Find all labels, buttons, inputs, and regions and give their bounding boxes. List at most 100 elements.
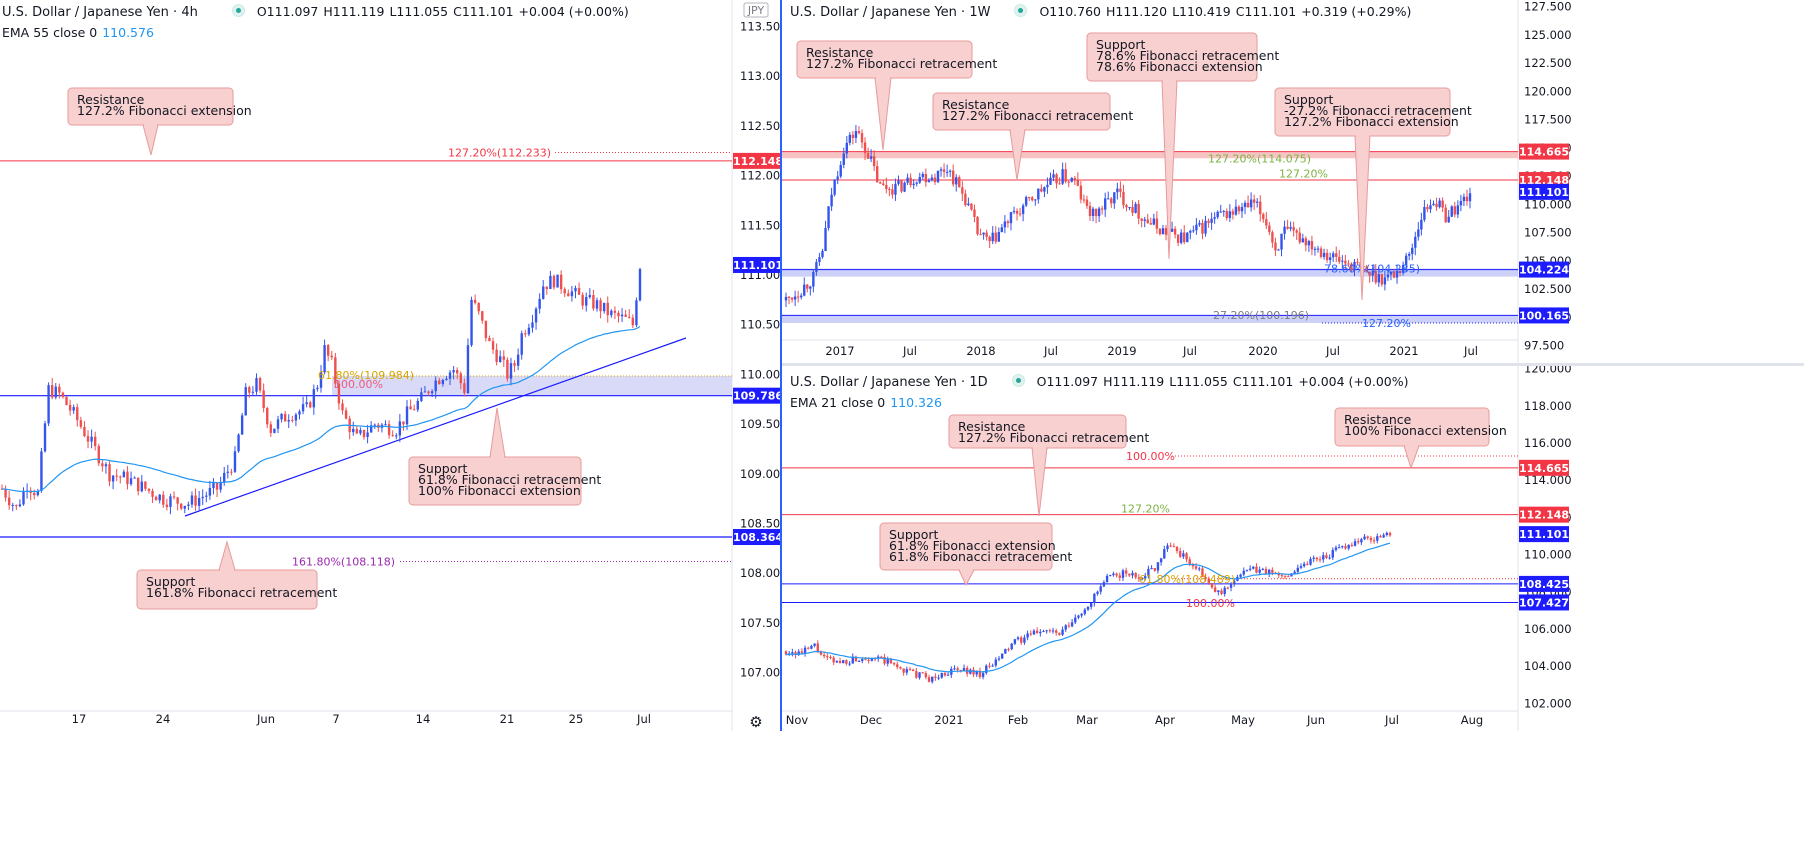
candle [635, 297, 638, 328]
candle [819, 650, 823, 656]
candle [796, 290, 800, 303]
candle [43, 420, 47, 453]
candle [909, 173, 912, 188]
candle [1207, 218, 1210, 228]
symbol-title[interactable]: U.S. Dollar / Japanese Yen · 4h [2, 5, 198, 20]
y-tick-label: 110.000 [1524, 197, 1572, 211]
candle [1110, 197, 1113, 208]
candle [1313, 246, 1317, 256]
candle [337, 380, 341, 410]
candle [326, 344, 330, 362]
candle [1283, 575, 1287, 580]
candle [991, 226, 994, 245]
candle [215, 482, 219, 498]
candle [940, 672, 943, 679]
price-tag-label: 107.427 [1519, 596, 1569, 609]
panel-separator[interactable] [782, 363, 1804, 366]
x-tick-label: Apr [1155, 713, 1175, 727]
candle [1392, 269, 1396, 279]
x-tick-label: 2021 [934, 713, 963, 727]
candle [631, 314, 635, 329]
candle [1240, 203, 1244, 218]
symbol-title[interactable]: U.S. Dollar / Japanese Yen · 1D [790, 375, 988, 390]
candle [1143, 216, 1146, 228]
candle [416, 398, 419, 412]
price-tag-label: 112.148 [1519, 174, 1569, 187]
ema-legend[interactable]: EMA 21 close 0 110.326 [790, 395, 942, 410]
y-tick-label: 97.500 [1524, 339, 1564, 353]
chart-1d[interactable]: 120.000118.000116.000114.000112.000110.0… [782, 366, 1804, 731]
candle [842, 659, 845, 664]
candle [1093, 592, 1096, 607]
fib-label: 61.80%(109.984) [318, 369, 414, 382]
candle [1021, 203, 1025, 222]
price-tag-bg [1519, 143, 1569, 160]
candle [1004, 648, 1007, 654]
candle [976, 216, 979, 236]
price-tag-bg [1519, 307, 1569, 324]
candle [1128, 573, 1131, 577]
candle [65, 396, 68, 406]
candle [1369, 535, 1373, 544]
chart-panel-1w[interactable]: 127.500125.000122.500120.000117.500115.0… [782, 0, 1804, 363]
candle [527, 323, 531, 337]
chart-panel-4h[interactable]: JPY 113.500 113.000 112.500 112.000 111.500 11… [0, 0, 780, 731]
panel-divider[interactable] [780, 0, 782, 731]
candle [1344, 543, 1347, 550]
candle [258, 376, 262, 394]
price-tag-bg [1519, 526, 1569, 543]
candle [1042, 629, 1045, 633]
candle [1049, 172, 1052, 185]
candle [606, 296, 609, 323]
chart-panel-1d[interactable]: 120.000118.000116.000114.000112.000110.0… [782, 366, 1804, 731]
symbol-title[interactable]: U.S. Dollar / Japanese Yen · 1W [790, 5, 991, 20]
ema-line [785, 542, 1391, 673]
candle [1231, 208, 1235, 220]
candle [61, 391, 65, 399]
candle [1245, 569, 1249, 572]
candle [1100, 205, 1104, 215]
chart-4h[interactable]: JPY 113.500 113.000 112.500 112.000 111.500 11… [0, 0, 780, 731]
candle [1131, 200, 1134, 217]
candle [1149, 217, 1152, 225]
candle [787, 650, 791, 656]
candle [1012, 206, 1016, 215]
candle [830, 187, 833, 211]
candle [599, 297, 602, 319]
candle [1104, 192, 1107, 217]
candle [1035, 627, 1039, 634]
candle [441, 378, 445, 387]
candle [362, 429, 366, 440]
candle [1316, 245, 1320, 253]
candle [183, 505, 186, 514]
candle [405, 399, 409, 431]
candle [18, 499, 22, 508]
candle [1271, 230, 1274, 248]
candle [158, 494, 161, 504]
fib-label: 27.20%(100.196) [1213, 309, 1309, 322]
candle [86, 430, 90, 449]
candle [883, 653, 886, 666]
candle [1150, 565, 1153, 570]
chart-1w[interactable]: 127.500125.000122.500120.000117.500115.0… [782, 0, 1804, 363]
candle [205, 491, 208, 503]
candle [1097, 206, 1101, 222]
x-tick-label: Feb [1008, 713, 1028, 727]
ema-legend[interactable]: EMA 55 close 0 110.576 [2, 25, 154, 40]
candle [1331, 547, 1334, 561]
candle [473, 294, 477, 305]
candle [1356, 258, 1359, 265]
callout-text: -27.2% Fibonacci retracement [1284, 103, 1472, 118]
candle [1156, 562, 1160, 574]
candle [1444, 204, 1447, 223]
candle [1201, 565, 1204, 578]
candle [563, 287, 566, 298]
candle [1122, 184, 1125, 209]
candle [54, 383, 57, 400]
candle [29, 487, 32, 501]
candle [115, 468, 118, 482]
candle [1465, 189, 1469, 206]
candle [104, 462, 108, 474]
candle [1360, 537, 1363, 546]
candle [994, 226, 997, 244]
